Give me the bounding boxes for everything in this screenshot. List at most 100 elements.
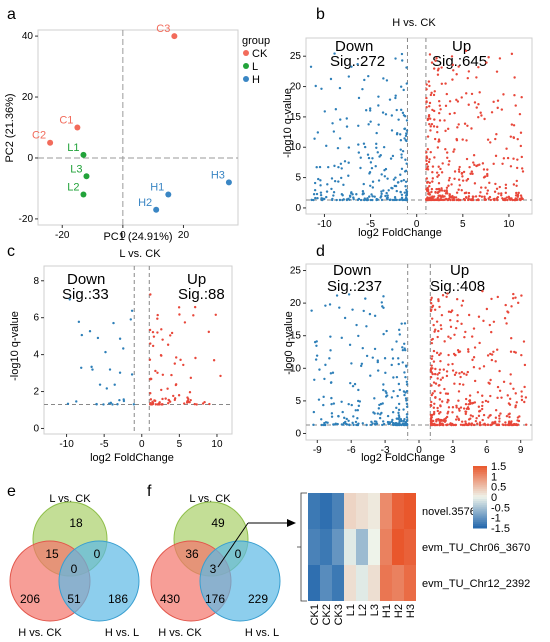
volcano-b-down-point bbox=[385, 197, 389, 200]
heatmap-col-label: L3 bbox=[369, 604, 381, 616]
volcano-d-down-point bbox=[382, 332, 385, 336]
volcano-d-up-point bbox=[505, 322, 508, 325]
volcano-d-up-point bbox=[520, 390, 523, 393]
heatmap-col-label: H3 bbox=[405, 604, 417, 618]
volcano-d-up-point bbox=[458, 382, 461, 386]
volcano-d-up-point bbox=[436, 377, 439, 380]
volcano-d-down-point bbox=[376, 359, 379, 362]
volcano-b-up-point bbox=[436, 146, 440, 149]
volcano-d-up-point bbox=[512, 292, 515, 296]
volcano-b-down-point bbox=[342, 198, 345, 201]
volcano-b-down-point bbox=[362, 142, 366, 145]
volcano-d-up-point bbox=[439, 391, 442, 395]
volcano-d-up-point bbox=[445, 374, 449, 378]
colorbar-step bbox=[473, 466, 487, 469]
volcano-d-up-point bbox=[441, 423, 444, 427]
volcano-b-down-point bbox=[400, 193, 404, 196]
volcano-b-down-point bbox=[309, 65, 313, 68]
volcano-b-down-point bbox=[336, 146, 340, 150]
volcano-d-up-point bbox=[471, 415, 474, 418]
volcano-b-down-point bbox=[359, 198, 363, 202]
volcano-b-up-point bbox=[448, 193, 451, 196]
volcano-d-down-point bbox=[397, 408, 401, 412]
volcano-b-up-point bbox=[447, 179, 451, 182]
colorbar-step bbox=[473, 513, 487, 517]
volcano-d-down-point bbox=[320, 423, 324, 427]
volcano-b-up-point bbox=[485, 61, 488, 64]
volcano-d-down-point bbox=[404, 375, 407, 379]
venn-e-l-hvsl: 0 bbox=[94, 547, 101, 561]
volcano-d-down-point bbox=[405, 380, 409, 384]
volcano-b-up-point bbox=[458, 165, 461, 169]
colorbar-step bbox=[473, 468, 487, 471]
volcano-b-up-point bbox=[435, 171, 439, 174]
venn-f-all: 3 bbox=[210, 562, 217, 576]
volcano-b-up-point bbox=[465, 157, 469, 161]
volcano-d-down-point bbox=[405, 419, 409, 422]
volcano-b-up-point bbox=[439, 108, 442, 111]
volcano-d-up-point bbox=[510, 305, 513, 308]
volcano-d-up-point bbox=[525, 423, 528, 426]
volcano-d-up-point bbox=[494, 416, 498, 419]
volcano-b-up-point bbox=[452, 150, 455, 153]
volcano-b-down-label: Down bbox=[335, 38, 373, 55]
volcano-d-up-point bbox=[482, 423, 485, 426]
volcano-b-up-point bbox=[493, 190, 497, 193]
venn-e: L vs. CK 18 15 0 0 206 51 186 H vs. CK H… bbox=[9, 493, 140, 639]
heatmap-cell bbox=[380, 493, 392, 529]
volcano-d-up-point bbox=[441, 294, 445, 297]
volcano-c-down-point bbox=[113, 383, 116, 386]
volcano-b-down-point bbox=[318, 165, 322, 169]
volcano-b-down-point bbox=[395, 108, 398, 112]
volcano-b-down-point bbox=[367, 74, 370, 78]
volcano-b-down-point bbox=[370, 166, 374, 170]
volcano-b-ytick-label: 5 bbox=[295, 173, 301, 184]
volcano-b-up-point bbox=[429, 150, 432, 154]
volcano-d-up-point bbox=[452, 423, 455, 427]
volcano-d-down-point bbox=[317, 398, 321, 401]
volcano-c-up-point bbox=[154, 403, 158, 406]
legend-h-marker bbox=[243, 76, 249, 82]
volcano-b-down-point bbox=[341, 194, 344, 197]
volcano-b-up-point bbox=[425, 181, 429, 184]
volcano-b-down-point bbox=[404, 185, 407, 188]
volcano-d-up-point bbox=[449, 337, 452, 340]
volcano-d-up-point bbox=[438, 305, 441, 309]
volcano-d-down-point bbox=[378, 416, 382, 420]
volcano-d-up-point bbox=[443, 340, 446, 343]
volcano-d-up-point bbox=[482, 365, 486, 368]
volcano-c-up-point bbox=[214, 313, 217, 317]
volcano-b-up-point bbox=[498, 57, 502, 60]
volcano-b-up-point bbox=[436, 188, 440, 191]
volcano-b-down-point bbox=[375, 146, 378, 149]
volcano-d-up-point bbox=[462, 383, 465, 386]
volcano-b-up-point bbox=[473, 101, 477, 104]
volcano-d-down-point bbox=[332, 423, 335, 426]
volcano-d-down-point bbox=[340, 423, 344, 426]
volcano-b-up-point bbox=[434, 191, 437, 194]
volcano-b-down-point bbox=[312, 192, 316, 196]
volcano-b-up-point bbox=[519, 144, 523, 148]
colorbar-step bbox=[473, 472, 487, 475]
volcano-b-up-point bbox=[486, 189, 490, 192]
volcano-d-down-point bbox=[355, 323, 358, 327]
volcano-d-up-point bbox=[433, 330, 436, 333]
volcano-c-up-point bbox=[149, 342, 152, 345]
volcano-d-up-point bbox=[514, 392, 517, 395]
volcano-d-down-point bbox=[356, 409, 360, 412]
volcano-d-up-point bbox=[481, 289, 484, 293]
volcano-b-xlabel: log2 FoldChange bbox=[358, 227, 442, 239]
volcano-b-up-point bbox=[488, 181, 491, 185]
volcano-c-down-point bbox=[66, 402, 70, 406]
volcano-d-up-point bbox=[498, 389, 502, 392]
volcano-b-up-point bbox=[516, 158, 519, 161]
volcano-b-up-point bbox=[461, 138, 464, 141]
volcano-c-up-point bbox=[172, 394, 175, 398]
volcano-d-up-point bbox=[500, 396, 503, 399]
volcano-d-up-point bbox=[430, 308, 433, 311]
volcano-d-up-point bbox=[486, 354, 490, 357]
volcano-d-down-point bbox=[310, 309, 313, 312]
volcano-d-down-point bbox=[356, 417, 359, 420]
pca-ylabel: PC2 (21.36%) bbox=[4, 93, 16, 162]
volcano-b-down-point bbox=[338, 137, 342, 140]
